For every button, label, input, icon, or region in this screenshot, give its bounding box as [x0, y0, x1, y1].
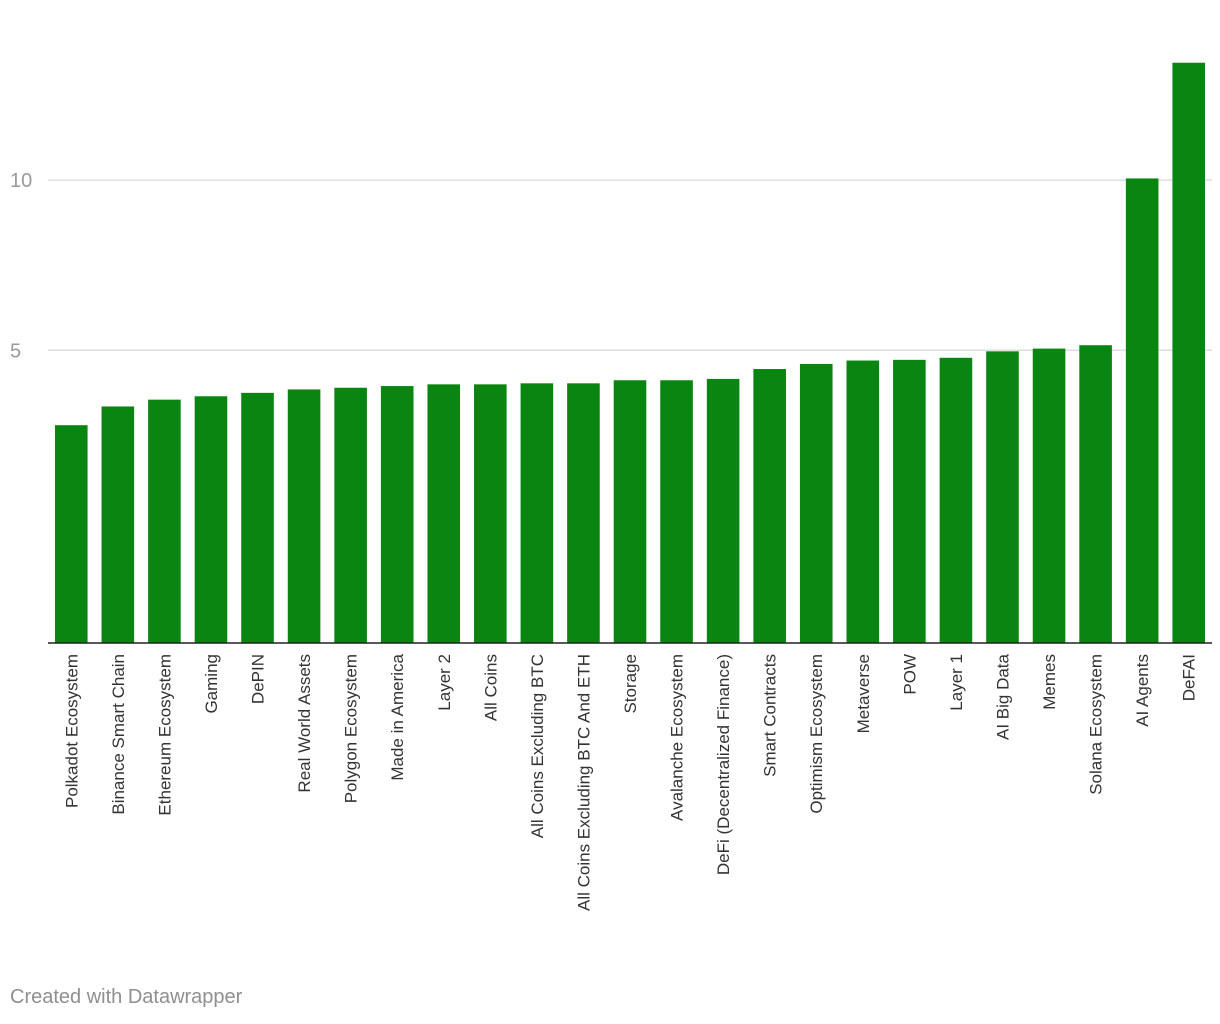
category-label: DePIN [249, 654, 268, 704]
y-tick-label: 5 [10, 340, 21, 362]
bar [846, 360, 880, 643]
category-label: Avalanche Ecosystem [668, 654, 687, 821]
category-label: Polkadot Ecosystem [62, 654, 81, 808]
bar [380, 386, 414, 643]
bar [753, 369, 786, 643]
category-labels: Polkadot Ecosystem Binance Smart Chain Eth… [62, 653, 1198, 911]
gridlines: 5 10 [10, 170, 1212, 362]
bar [520, 383, 554, 643]
bar [986, 351, 1019, 643]
bar [474, 384, 507, 643]
bar [660, 380, 693, 643]
bar [1079, 345, 1112, 643]
category-label: Gaming [202, 654, 221, 714]
category-label: Polygon Ecosystem [342, 654, 361, 803]
category-label: Layer 2 [435, 654, 454, 711]
category-label: DeFAI [1180, 654, 1199, 701]
category-label: Solana Ecosystem [1087, 654, 1106, 795]
bar [1125, 178, 1159, 643]
bar [1172, 62, 1206, 643]
bar [101, 406, 135, 643]
bar [241, 392, 274, 643]
bar [939, 357, 973, 643]
bars [54, 62, 1206, 643]
bar [799, 363, 833, 643]
bar [334, 387, 367, 643]
bar [567, 383, 600, 643]
category-label: DeFi (Decentralized Finance) [714, 654, 733, 875]
category-label: Real World Assets [295, 654, 314, 793]
category-label: Smart Contracts [761, 654, 780, 777]
category-label: All Coins Excluding BTC [528, 654, 547, 838]
category-label: Optimism Ecosystem [807, 654, 826, 814]
bar [194, 396, 228, 643]
category-label: AI Agents [1133, 654, 1152, 727]
category-label: Metaverse [854, 654, 873, 733]
category-label: Memes [1040, 654, 1059, 710]
bar [287, 389, 321, 643]
bar [148, 399, 181, 643]
category-label: Ethereum Ecosystem [155, 654, 174, 816]
bar [613, 380, 647, 643]
bar [1032, 348, 1066, 643]
bar [706, 378, 740, 643]
bar [54, 425, 88, 643]
category-label: AI Big Data [993, 653, 1012, 740]
category-label: POW [900, 654, 919, 695]
category-label: All Coins [481, 654, 500, 721]
category-label: Storage [621, 654, 640, 714]
category-label: All Coins Excluding BTC And ETH [574, 654, 593, 911]
category-label: Made in America [388, 653, 407, 780]
bar [427, 384, 461, 643]
bar [893, 359, 926, 643]
category-label: Binance Smart Chain [109, 654, 128, 815]
y-tick-label: 10 [10, 170, 32, 192]
credit-text: Created with Datawrapper [10, 986, 243, 1008]
category-label: Layer 1 [947, 654, 966, 711]
